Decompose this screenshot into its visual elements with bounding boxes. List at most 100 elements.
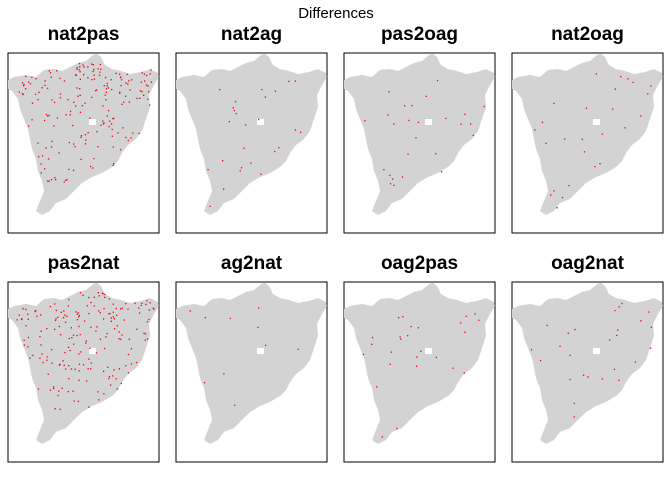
- change-point: [84, 143, 87, 145]
- change-point: [65, 179, 67, 181]
- change-point: [145, 84, 148, 86]
- change-point: [407, 335, 409, 337]
- change-point: [150, 69, 152, 71]
- region-shape: [512, 282, 663, 444]
- change-point: [103, 307, 105, 310]
- change-point: [425, 95, 427, 97]
- panel-title: pas2nat: [48, 253, 120, 274]
- change-point: [80, 135, 83, 137]
- change-point: [67, 391, 69, 393]
- change-point: [400, 338, 402, 340]
- change-point: [82, 64, 84, 66]
- change-point: [111, 88, 113, 91]
- change-point: [106, 82, 108, 85]
- region-hole: [89, 119, 96, 125]
- change-point: [78, 314, 81, 317]
- change-point: [35, 310, 37, 312]
- change-point: [265, 344, 267, 347]
- change-point: [59, 77, 61, 80]
- change-point: [612, 108, 614, 110]
- change-point: [72, 124, 74, 127]
- change-point: [76, 319, 79, 321]
- change-point: [69, 114, 71, 116]
- change-point: [125, 82, 127, 84]
- change-point: [411, 105, 413, 107]
- change-point: [23, 83, 25, 86]
- change-point: [97, 68, 99, 70]
- change-point: [106, 85, 108, 87]
- change-point: [105, 99, 107, 101]
- change-point: [46, 356, 48, 358]
- change-point: [204, 317, 206, 319]
- change-point: [601, 378, 603, 380]
- panel-title: nat2ag: [221, 24, 282, 45]
- change-point: [99, 338, 102, 340]
- change-point: [240, 167, 243, 169]
- change-point: [125, 136, 127, 139]
- figure-title: Differences: [298, 5, 374, 22]
- change-point: [464, 113, 466, 115]
- panel-nat2ag: [175, 52, 328, 234]
- change-point: [362, 353, 364, 356]
- change-point: [93, 296, 95, 298]
- region-hole: [257, 348, 264, 354]
- change-point: [553, 190, 555, 192]
- change-point: [396, 427, 398, 430]
- change-point: [118, 368, 120, 370]
- change-point: [131, 79, 133, 81]
- change-point: [128, 80, 130, 82]
- change-point: [113, 163, 115, 165]
- change-point: [115, 314, 118, 316]
- change-point: [54, 303, 56, 305]
- change-point: [460, 123, 462, 125]
- change-point: [581, 138, 583, 140]
- change-point: [31, 119, 33, 121]
- change-point: [76, 67, 78, 69]
- region-shape: [176, 53, 327, 215]
- change-point: [65, 114, 67, 116]
- change-point: [108, 377, 110, 380]
- change-point: [40, 330, 42, 332]
- change-point: [18, 314, 20, 316]
- change-point: [57, 316, 59, 318]
- change-point: [38, 156, 40, 158]
- change-point: [73, 143, 75, 145]
- change-point: [108, 109, 110, 112]
- change-point: [79, 94, 81, 96]
- change-point: [60, 311, 62, 313]
- change-point: [118, 331, 120, 333]
- change-point: [54, 328, 56, 330]
- region-hole: [593, 348, 600, 354]
- change-point: [79, 88, 81, 90]
- change-point: [21, 318, 23, 321]
- change-point: [78, 316, 80, 318]
- change-point: [39, 336, 41, 338]
- change-point: [135, 361, 138, 364]
- change-point: [143, 73, 146, 75]
- change-point: [564, 138, 566, 140]
- change-point: [82, 364, 85, 366]
- change-point: [78, 63, 81, 65]
- change-point: [73, 400, 75, 402]
- change-point: [243, 147, 245, 149]
- change-point: [463, 372, 465, 374]
- change-point: [134, 302, 136, 304]
- change-point: [68, 378, 70, 380]
- change-point: [618, 306, 620, 308]
- change-point: [88, 358, 90, 360]
- change-point: [122, 127, 124, 129]
- region-shape: [512, 53, 663, 215]
- change-point: [472, 134, 474, 137]
- change-point: [68, 365, 70, 367]
- change-point: [114, 328, 116, 330]
- change-point: [125, 303, 127, 305]
- change-point: [41, 353, 43, 355]
- change-point: [148, 309, 151, 311]
- change-point: [561, 196, 564, 199]
- change-point: [110, 384, 112, 386]
- change-point: [68, 141, 70, 144]
- change-point: [534, 129, 536, 131]
- change-point: [573, 416, 575, 418]
- change-point: [25, 308, 27, 311]
- panels-grid: nat2pas nat2ag pas2oag nat2oag pas2nat ag2nat…: [7, 24, 664, 463]
